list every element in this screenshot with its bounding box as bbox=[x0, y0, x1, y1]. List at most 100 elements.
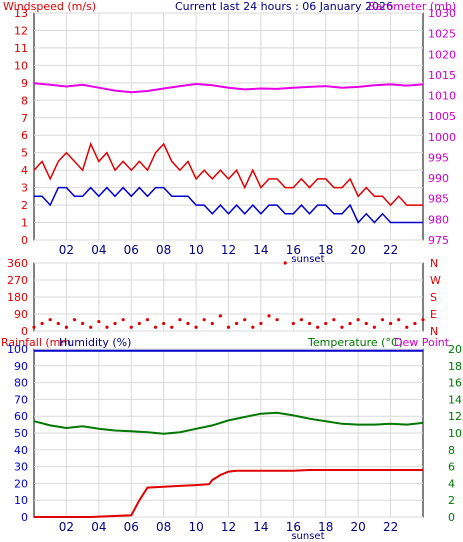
wind-barometer-series bbox=[33, 82, 424, 224]
series-temperature-line bbox=[33, 411, 424, 435]
direction-point-21 bbox=[202, 318, 206, 322]
direction-point-30 bbox=[275, 318, 279, 322]
humidity-tick-0: 0 bbox=[21, 511, 28, 524]
direction-point-9 bbox=[105, 325, 109, 329]
windspeed-tick-8: 8 bbox=[21, 94, 28, 107]
rain-humidity-grid bbox=[34, 348, 423, 518]
rain-xtick-14: 14 bbox=[253, 520, 268, 534]
direction-point-1 bbox=[40, 321, 44, 326]
direction-tick-0: 0 bbox=[21, 325, 28, 338]
series-gust-line bbox=[33, 141, 423, 207]
windspeed-tick-5: 5 bbox=[21, 147, 28, 160]
wind-sunset-annotation: sunset bbox=[291, 254, 324, 265]
direction-point-42 bbox=[372, 325, 376, 329]
direction-tick-360: 360 bbox=[7, 257, 28, 270]
direction-point-2 bbox=[48, 318, 52, 322]
direction-tick-270: 270 bbox=[7, 274, 28, 287]
wind-xtick-16: 16 bbox=[286, 243, 301, 257]
compass-label-4: N bbox=[430, 257, 438, 270]
wind-xtick-06: 06 bbox=[124, 243, 139, 257]
series-wind-line bbox=[34, 186, 423, 224]
temperature-tick-6: 6 bbox=[448, 461, 455, 474]
compass-label-0: N bbox=[430, 325, 438, 338]
windspeed-tick-9: 9 bbox=[21, 77, 28, 90]
wind-xtick-20: 20 bbox=[351, 243, 366, 257]
series-rain-line bbox=[34, 469, 423, 518]
direction-point-3 bbox=[56, 321, 60, 326]
direction-point-28 bbox=[259, 321, 263, 326]
direction-point-36 bbox=[324, 321, 328, 326]
direction-tick-180: 180 bbox=[7, 291, 28, 304]
direction-point-4 bbox=[64, 325, 69, 329]
direction-point-14 bbox=[145, 318, 150, 322]
header-humidity-label: Humidity (%) bbox=[59, 336, 131, 349]
barometer-tick-975: 975 bbox=[428, 234, 449, 247]
direction-point-10 bbox=[113, 321, 117, 326]
rain-xtick-04: 04 bbox=[91, 520, 106, 534]
windspeed-tick-4: 4 bbox=[21, 164, 28, 177]
barometer-tick-990: 990 bbox=[428, 172, 449, 185]
header-barometer-label: Barometer (mb) bbox=[368, 0, 456, 13]
barometer-tick-1000: 1000 bbox=[428, 131, 456, 144]
barometer-tick-1015: 1015 bbox=[428, 69, 456, 82]
header-rainfall-label: Rainfall (mm bbox=[1, 336, 71, 349]
windspeed-tick-7: 7 bbox=[21, 112, 28, 125]
humidity-tick-20: 20 bbox=[14, 477, 28, 490]
wind-time-axis-ticks: 02 04 06 08 10 12 14 16 18 20 22 bbox=[59, 243, 398, 257]
direction-point-46 bbox=[405, 325, 409, 329]
direction-point-19 bbox=[186, 321, 190, 326]
humidity-tick-80: 80 bbox=[14, 377, 28, 390]
direction-point-35 bbox=[316, 325, 320, 329]
temperature-tick-16: 16 bbox=[448, 377, 462, 390]
humidity-tick-10: 10 bbox=[14, 494, 28, 507]
temperature-tick-0: 0 bbox=[448, 511, 455, 524]
direction-point-23 bbox=[218, 314, 222, 318]
direction-point-26 bbox=[243, 318, 247, 322]
rain-time-axis-ticks: 02 04 06 08 10 12 14 16 18 20 22 bbox=[59, 520, 398, 534]
windspeed-tick-11: 11 bbox=[14, 42, 28, 55]
direction-point-8 bbox=[97, 319, 101, 324]
direction-point-7 bbox=[89, 325, 93, 329]
barometer-axis-ticks: 975 980 985 990 995 1000 1005 1010 1015 1020 1025 1… bbox=[428, 7, 456, 247]
direction-point-38 bbox=[340, 325, 344, 329]
barometer-tick-1030: 1030 bbox=[428, 7, 456, 20]
direction-point-6 bbox=[81, 321, 85, 326]
temperature-tick-14: 14 bbox=[448, 393, 462, 406]
barometer-tick-980: 980 bbox=[428, 213, 449, 226]
temperature-axis-ticks: 0 2 4 6 8 10 12 14 16 18 20 bbox=[448, 343, 462, 524]
humidity-tick-100: 100 bbox=[7, 343, 28, 356]
wind-xtick-22: 22 bbox=[383, 243, 398, 257]
rain-xtick-20: 20 bbox=[351, 520, 366, 534]
direction-point-13 bbox=[137, 321, 141, 326]
direction-point-43 bbox=[380, 318, 385, 322]
barometer-tick-1020: 1020 bbox=[428, 48, 456, 61]
rain-xtick-08: 08 bbox=[156, 520, 171, 534]
rain-xtick-12: 12 bbox=[221, 520, 236, 534]
wind-xtick-08: 08 bbox=[156, 243, 171, 257]
direction-point-12 bbox=[129, 325, 133, 329]
direction-point-15 bbox=[153, 325, 158, 329]
header-windspeed-label: Windspeed (m/s) bbox=[3, 0, 96, 13]
wind-xtick-10: 10 bbox=[188, 243, 203, 257]
series-pressure-line bbox=[33, 82, 424, 94]
wind-barometer-grid bbox=[34, 12, 423, 241]
direction-point-17 bbox=[170, 325, 174, 329]
direction-point-45 bbox=[397, 318, 401, 322]
temperature-tick-4: 4 bbox=[448, 477, 455, 490]
direction-point-37 bbox=[332, 318, 336, 322]
windspeed-tick-12: 12 bbox=[14, 24, 28, 37]
barometer-tick-1025: 1025 bbox=[428, 28, 456, 41]
wind-direction-series bbox=[32, 261, 425, 329]
wind-xtick-02: 02 bbox=[59, 243, 74, 257]
direction-point-20 bbox=[194, 325, 198, 329]
compass-label-1: E bbox=[430, 308, 437, 321]
direction-point-29 bbox=[267, 314, 271, 318]
direction-point-34 bbox=[307, 321, 312, 326]
